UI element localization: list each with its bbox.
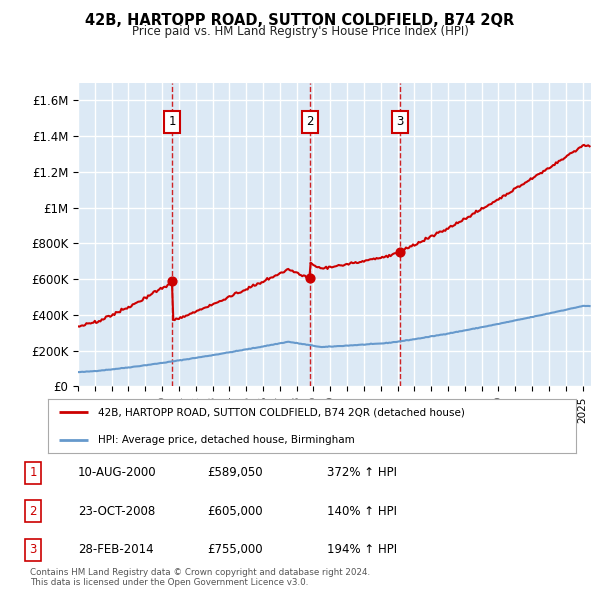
Text: 42B, HARTOPP ROAD, SUTTON COLDFIELD, B74 2QR (detached house): 42B, HARTOPP ROAD, SUTTON COLDFIELD, B74… [98,408,465,417]
Text: 23-OCT-2008: 23-OCT-2008 [78,504,155,517]
Point [305,274,315,283]
Text: Price paid vs. HM Land Registry's House Price Index (HPI): Price paid vs. HM Land Registry's House … [131,25,469,38]
Text: 2: 2 [307,116,314,129]
Text: 3: 3 [29,543,37,556]
Text: 1: 1 [29,466,37,479]
Text: £589,050: £589,050 [207,466,263,479]
Point [167,277,177,286]
Text: 42B, HARTOPP ROAD, SUTTON COLDFIELD, B74 2QR: 42B, HARTOPP ROAD, SUTTON COLDFIELD, B74… [85,13,515,28]
Text: HPI: Average price, detached house, Birmingham: HPI: Average price, detached house, Birm… [98,435,355,444]
Text: 194% ↑ HPI: 194% ↑ HPI [327,543,397,556]
Text: 3: 3 [397,116,404,129]
Text: 1: 1 [169,116,176,129]
Text: 372% ↑ HPI: 372% ↑ HPI [327,466,397,479]
Text: Contains HM Land Registry data © Crown copyright and database right 2024.
This d: Contains HM Land Registry data © Crown c… [30,568,370,587]
Text: £755,000: £755,000 [207,543,263,556]
Text: 140% ↑ HPI: 140% ↑ HPI [327,504,397,517]
Text: 28-FEB-2014: 28-FEB-2014 [78,543,154,556]
Text: £605,000: £605,000 [207,504,263,517]
Point [395,247,405,256]
Text: 10-AUG-2000: 10-AUG-2000 [78,466,157,479]
Text: 2: 2 [29,504,37,517]
